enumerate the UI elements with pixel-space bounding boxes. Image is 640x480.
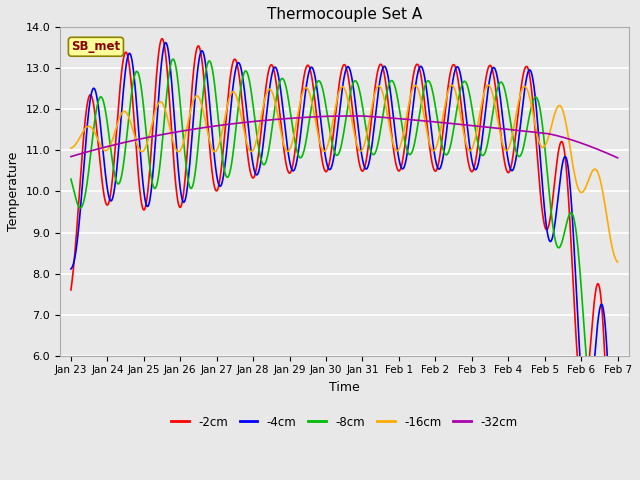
X-axis label: Time: Time (329, 381, 360, 394)
Title: Thermocouple Set A: Thermocouple Set A (267, 7, 422, 22)
Y-axis label: Temperature: Temperature (7, 152, 20, 231)
Legend: -2cm, -4cm, -8cm, -16cm, -32cm: -2cm, -4cm, -8cm, -16cm, -32cm (166, 411, 522, 433)
Text: SB_met: SB_met (71, 40, 120, 53)
